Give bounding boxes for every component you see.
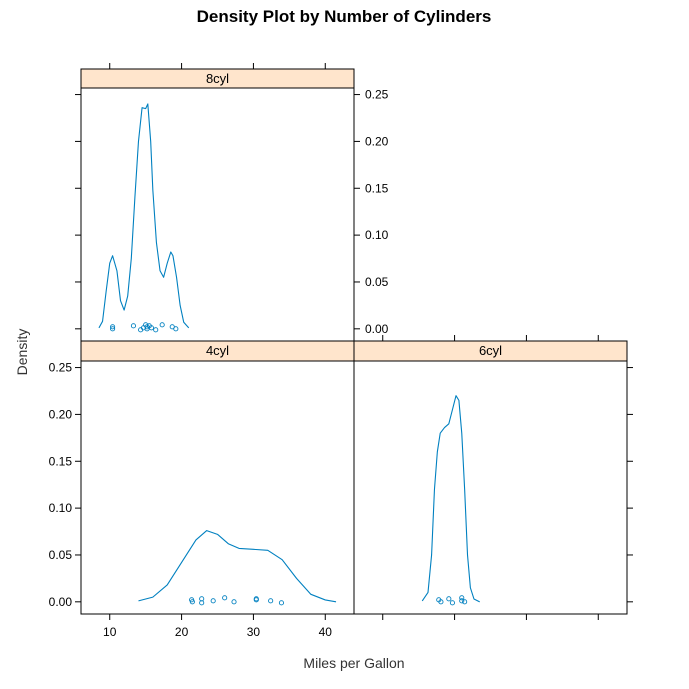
y-tick-label: 0.10	[365, 228, 389, 242]
data-point	[253, 596, 259, 602]
y-tick-label: 0.25	[49, 361, 73, 375]
y-tick-label: 0.10	[49, 501, 73, 515]
x-axis-label: Miles per Gallon	[303, 655, 404, 671]
x-tick-label: 40	[319, 625, 333, 639]
data-point	[130, 323, 136, 329]
data-point	[462, 599, 468, 605]
data-point	[231, 599, 237, 605]
x-tick-label: 20	[175, 625, 189, 639]
y-tick-label: 0.00	[49, 595, 73, 609]
data-point	[459, 598, 465, 604]
y-tick-label: 0.20	[49, 407, 73, 421]
x-tick-label: 10	[103, 625, 117, 639]
density-line-4cyl	[138, 530, 337, 603]
panels-group: 8cyl 0.00 0.05 0.10 0.15 0.20 0.25 4cyl 0.00 0.05…	[49, 63, 633, 639]
data-point	[446, 596, 452, 602]
data-point	[148, 325, 154, 331]
data-point	[222, 595, 228, 601]
data-point	[459, 595, 465, 601]
data-point	[268, 598, 274, 604]
x-tick-label: 30	[247, 625, 261, 639]
y-tick-label: 0.00	[365, 322, 389, 336]
data-point	[153, 327, 159, 333]
strip-label-4cyl: 4cyl	[206, 343, 229, 358]
data-point	[173, 326, 179, 332]
data-point	[278, 600, 284, 606]
y-axis-label: Density	[14, 329, 30, 376]
panel-6cyl: 6cyl	[353, 335, 633, 620]
data-point	[449, 600, 455, 606]
y-tick-label: 0.05	[49, 548, 73, 562]
strip-label-6cyl: 6cyl	[479, 343, 502, 358]
panel-border-4cyl	[80, 360, 355, 615]
data-point	[110, 326, 116, 332]
panel-4cyl: 4cyl 0.00 0.05 0.10 0.15 0.20 0.25 10 20 30 40	[49, 340, 355, 639]
data-point	[210, 598, 216, 604]
y-tick-label: 0.15	[49, 454, 73, 468]
data-point	[159, 322, 165, 328]
chart-title: Density Plot by Number of Cylinders	[197, 7, 492, 26]
data-point	[438, 599, 444, 605]
data-point	[110, 324, 116, 330]
data-point	[199, 600, 205, 606]
density-line-8cyl	[98, 103, 190, 329]
density-line-6cyl	[421, 395, 480, 603]
panel-border-6cyl	[353, 360, 628, 615]
panel-8cyl: 8cyl 0.00 0.05 0.10 0.15 0.20 0.25	[75, 63, 389, 342]
y-tick-label: 0.25	[365, 88, 389, 102]
y-tick-label: 0.05	[365, 275, 389, 289]
strip-label-8cyl: 8cyl	[206, 71, 229, 86]
y-tick-label: 0.15	[365, 181, 389, 195]
y-tick-label: 0.20	[365, 134, 389, 148]
data-point	[189, 599, 195, 605]
